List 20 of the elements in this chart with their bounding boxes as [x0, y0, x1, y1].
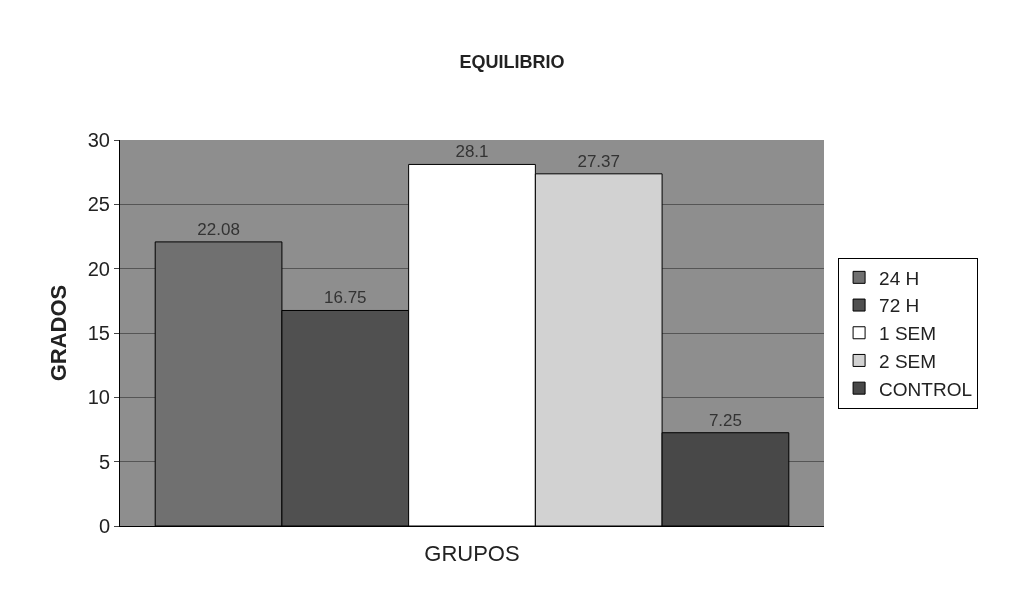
y-tick-label: 30: [87, 129, 110, 151]
y-tick-label: 10: [87, 386, 110, 409]
y-tick-label: 5: [98, 450, 110, 473]
data-label: 16.75: [324, 288, 367, 308]
data-label: 7.25: [708, 410, 742, 430]
y-tick-label: 15: [87, 322, 110, 344]
legend-label: 72 H: [879, 295, 920, 317]
data-label: 28.1: [455, 142, 489, 162]
data-label: 27.37: [577, 151, 620, 171]
legend-label: 24 H: [879, 267, 920, 289]
legend-label: 2 SEM: [879, 350, 937, 372]
y-tick-label: 25: [87, 193, 110, 216]
chart-title: EQUILIBRIO: [459, 52, 565, 73]
data-label: 22.08: [197, 219, 240, 239]
y-tick-label: 20: [87, 257, 110, 280]
legend-label: 1 SEM: [879, 323, 937, 345]
y-tick-label: 0: [98, 515, 110, 537]
y-axis-title: GRADOS: [45, 284, 71, 382]
legend-label: CONTROL: [879, 378, 972, 400]
x-axis-title: GRUPOS: [424, 540, 520, 566]
